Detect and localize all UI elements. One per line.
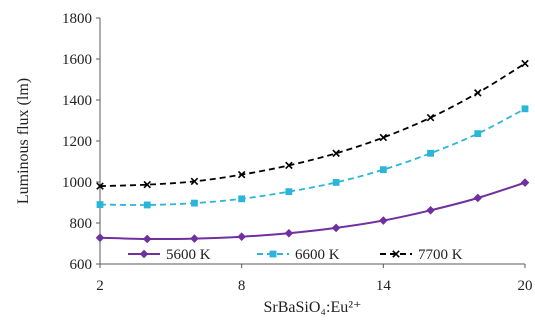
y-tick-label: 1000 — [62, 175, 92, 191]
point-6600-k — [285, 188, 293, 196]
series-line-7700-k — [99, 62, 526, 187]
y-tick-label: 1200 — [62, 134, 92, 150]
legend-label-5600-k: 5600 K — [166, 247, 211, 263]
x-axis-title: SrBaSiO₄:Eu²⁺ — [264, 299, 362, 316]
y-tick-label: 800 — [70, 216, 93, 232]
point-5600-k — [190, 234, 199, 243]
series-group — [95, 59, 530, 244]
point-7700-k — [474, 89, 482, 97]
point-5600-k — [331, 223, 341, 233]
legend: 5600 K 6600 K 7700 K — [128, 247, 463, 263]
point-7700-k — [190, 177, 199, 186]
point-5600-k — [379, 216, 388, 225]
point-7700-k — [237, 170, 246, 179]
series-line-5600-k — [99, 181, 526, 241]
point-5600-k — [520, 178, 530, 187]
point-6600-k — [379, 166, 387, 174]
y-tick-label: 1600 — [62, 52, 92, 68]
x-tick-label: 14 — [376, 278, 392, 294]
x-tick-label: 2 — [96, 278, 104, 294]
point-6600-k — [143, 201, 151, 209]
point-7700-k — [379, 133, 388, 142]
point-7700-k — [96, 182, 104, 190]
series-6600-k — [96, 105, 529, 209]
point-6600-k — [521, 105, 529, 113]
legend-marker-6600-k — [269, 250, 277, 258]
x-ticks: 2 8 14 20 — [96, 264, 533, 294]
point-6600-k — [332, 179, 340, 186]
legend-marker-7700-k — [392, 250, 400, 258]
x-tick-label: 8 — [238, 278, 246, 294]
series-7700-k — [96, 59, 529, 190]
point-5600-k — [237, 232, 246, 242]
y-axis-title: Luminous flux (lm) — [15, 78, 32, 204]
axes — [99, 18, 525, 265]
point-7700-k — [285, 161, 293, 170]
point-5600-k — [473, 193, 483, 203]
legend-label-6600-k: 6600 K — [295, 247, 340, 263]
point-6600-k — [474, 130, 482, 138]
legend-label-7700-k: 7700 K — [418, 247, 463, 263]
point-7700-k — [426, 113, 435, 122]
legend-item-7700-k: 7700 K — [380, 247, 463, 263]
y-tick-label: 1800 — [62, 11, 92, 27]
point-5600-k — [426, 205, 435, 215]
point-6600-k — [427, 149, 434, 157]
y-ticks: 600 800 1000 1200 1400 1600 1800 — [62, 11, 100, 273]
series-5600-k — [95, 178, 530, 244]
legend-marker-5600-k — [139, 249, 149, 259]
point-6600-k — [238, 195, 246, 203]
point-5600-k — [95, 233, 105, 243]
point-7700-k — [521, 59, 529, 68]
point-6600-k — [96, 201, 104, 208]
point-5600-k — [284, 228, 294, 238]
y-tick-label: 1400 — [62, 93, 92, 109]
point-6600-k — [191, 199, 198, 207]
legend-item-5600-k: 5600 K — [128, 247, 211, 263]
x-tick-label: 20 — [518, 278, 533, 294]
point-7700-k — [332, 149, 340, 158]
legend-item-6600-k: 6600 K — [257, 247, 340, 263]
y-tick-label: 600 — [70, 257, 93, 273]
series-line-6600-k — [99, 108, 526, 206]
point-7700-k — [143, 180, 151, 189]
point-5600-k — [142, 234, 152, 244]
